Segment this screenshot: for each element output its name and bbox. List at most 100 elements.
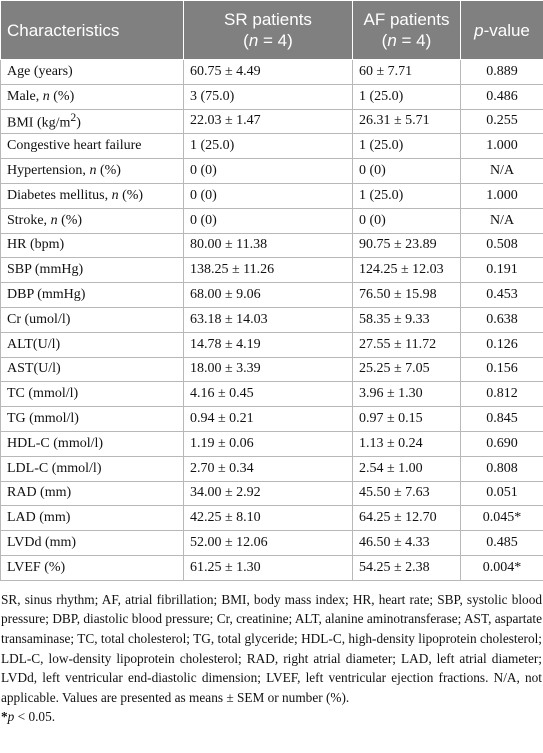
value-cell: 76.50 ± 15.98 — [352, 282, 461, 308]
value-cell: 1 (25.0) — [183, 133, 353, 160]
label-text: Hypertension, — [7, 163, 90, 179]
significance-note: *p < 0.05. — [0, 707, 543, 727]
label-text: AST(U/l) — [7, 361, 61, 377]
value-cell: 1 (25.0) — [352, 83, 461, 110]
table-row: Hypertension, n (%) 0 (0) 0 (0) N/A — [0, 158, 543, 184]
label-text: (%) — [57, 212, 83, 228]
label-text: Male, — [7, 88, 43, 104]
table-row: LVDd (mm) 52.00 ± 12.06 46.50 ± 4.33 0.485 — [0, 530, 543, 556]
row-label: LVEF (%) — [0, 554, 184, 581]
p-value-cell: 0.845 — [460, 406, 543, 432]
label-text: HR (bpm) — [7, 237, 65, 253]
value-cell: 27.55 ± 11.72 — [352, 331, 461, 358]
row-label: Diabetes mellitus, n (%) — [0, 182, 184, 209]
header-cell: Characteristics — [0, 0, 184, 60]
value-cell: 46.50 ± 4.33 — [352, 530, 461, 556]
value-cell: 0.94 ± 0.21 — [183, 406, 353, 432]
row-label: RAD (mm) — [0, 480, 184, 507]
value-cell: 42.25 ± 8.10 — [183, 505, 353, 532]
table-row: AST(U/l) 18.00 ± 3.39 25.25 ± 7.05 0.156 — [0, 356, 543, 383]
table-row: Age (years) 60.75 ± 4.49 60 ± 7.71 0.889 — [0, 59, 543, 85]
value-cell: 0 (0) — [352, 158, 461, 184]
table-row: LAD (mm) 42.25 ± 8.10 64.25 ± 12.70 0.045* — [0, 505, 543, 532]
header-row: Characteristics SR patients (n = 4) AF pa… — [0, 0, 543, 60]
header-cell: AF patients (n = 4) — [352, 0, 461, 60]
value-cell: 4.16 ± 0.45 — [183, 381, 353, 408]
value-cell: 124.25 ± 12.03 — [352, 257, 461, 284]
value-cell: 1 (25.0) — [352, 133, 461, 160]
value-cell: 14.78 ± 4.19 — [183, 331, 353, 358]
table-row: SBP (mmHg) 138.25 ± 11.26 124.25 ± 12.03 0.… — [0, 257, 543, 284]
p-value-cell: 0.191 — [460, 257, 543, 284]
value-cell: 2.70 ± 0.34 — [183, 455, 353, 482]
value-cell: 18.00 ± 3.39 — [183, 356, 353, 383]
header-text: AF patients — [363, 10, 450, 29]
label-text: Cr (umol/l) — [7, 311, 71, 327]
label-text: TC (mmol/l) — [7, 386, 79, 402]
label-text: ) — [76, 115, 81, 131]
row-label: HDL-C (mmol/l) — [0, 430, 184, 457]
value-cell: 0 (0) — [352, 207, 461, 234]
label-text: TG (mmol/l) — [7, 411, 79, 427]
value-cell: 2.54 ± 1.00 — [352, 455, 461, 482]
table-row: Male, n (%) 3 (75.0) 1 (25.0) 0.486 — [0, 83, 543, 110]
label-text: LVDd (mm) — [7, 535, 77, 551]
value-cell: 68.00 ± 9.06 — [183, 282, 353, 308]
label-text: LVEF (%) — [7, 559, 66, 575]
value-cell: 3.96 ± 1.30 — [352, 381, 461, 408]
asterisk: * — [1, 709, 8, 725]
table-row: BMI (kg/m2) 22.03 ± 1.47 26.31 ± 5.71 0.255 — [0, 108, 543, 135]
footnote: SR, sinus rhythm; AF, atrial fibrillatio… — [1, 591, 542, 705]
label-text: (%) — [49, 88, 75, 104]
table-row: ALT(U/l) 14.78 ± 4.19 27.55 ± 11.72 0.126 — [0, 331, 543, 358]
row-label: Stroke, n (%) — [0, 207, 184, 234]
table-row: DBP (mmHg) 68.00 ± 9.06 76.50 ± 15.98 0.453 — [0, 282, 543, 308]
row-label: AST(U/l) — [0, 356, 184, 383]
value-cell: 60.75 ± 4.49 — [183, 59, 353, 85]
label-text: BMI (kg/m — [7, 115, 71, 131]
p-value-cell: 0.638 — [460, 306, 543, 333]
value-cell: 58.35 ± 9.33 — [352, 306, 461, 333]
p-value-cell: N/A — [460, 158, 543, 184]
header-text: = 4) — [258, 31, 293, 50]
table-row: TG (mmol/l) 0.94 ± 0.21 0.97 ± 0.15 0.845 — [0, 406, 543, 432]
value-cell: 0 (0) — [183, 207, 353, 234]
p-value-cell: 0.812 — [460, 381, 543, 408]
value-cell: 1.19 ± 0.06 — [183, 430, 353, 457]
header-text: n — [387, 31, 397, 50]
value-cell: 61.25 ± 1.30 — [183, 554, 353, 581]
value-cell: 45.50 ± 7.63 — [352, 480, 461, 507]
table-body: Age (years) 60.75 ± 4.49 60 ± 7.71 0.889 Mal… — [0, 59, 543, 581]
header-text: p — [474, 20, 484, 40]
row-label: ALT(U/l) — [0, 331, 184, 358]
row-label: TC (mmol/l) — [0, 381, 184, 408]
row-label: LVDd (mm) — [0, 530, 184, 556]
label-text: (%) — [118, 187, 144, 203]
label-text: n — [111, 187, 119, 203]
value-cell: 26.31 ± 5.71 — [352, 108, 461, 135]
p-value-cell: 0.453 — [460, 282, 543, 308]
label-text: 2 — [70, 111, 77, 125]
table-row: Stroke, n (%) 0 (0) 0 (0) N/A — [0, 207, 543, 234]
label-text: ALT(U/l) — [7, 336, 61, 352]
p-value-cell: 0.690 — [460, 430, 543, 457]
value-cell: 63.18 ± 14.03 — [183, 306, 353, 333]
row-label: Age (years) — [0, 59, 184, 85]
table-row: Cr (umol/l) 63.18 ± 14.03 58.35 ± 9.33 0.63… — [0, 306, 543, 333]
table-row: HR (bpm) 80.00 ± 11.38 90.75 ± 23.89 0.508 — [0, 232, 543, 259]
row-label: SBP (mmHg) — [0, 257, 184, 284]
value-cell: 22.03 ± 1.47 — [183, 108, 353, 135]
table-row: RAD (mm) 34.00 ± 2.92 45.50 ± 7.63 0.051 — [0, 480, 543, 507]
p-value-cell: 1.000 — [460, 182, 543, 209]
p-value-cell: 1.000 — [460, 133, 543, 160]
label-text: (%) — [96, 163, 121, 179]
p-value-cell: 0.508 — [460, 232, 543, 259]
label-text: RAD (mm) — [7, 485, 72, 501]
p-value-cell: N/A — [460, 207, 543, 234]
p-value-cell: 0.051 — [460, 480, 543, 507]
value-cell: 54.25 ± 2.38 — [352, 554, 461, 581]
threshold: < 0.05. — [14, 709, 56, 725]
label-text: LAD (mm) — [7, 510, 71, 526]
table-row: Diabetes mellitus, n (%) 0 (0) 1 (25.0) 1.0… — [0, 182, 543, 209]
